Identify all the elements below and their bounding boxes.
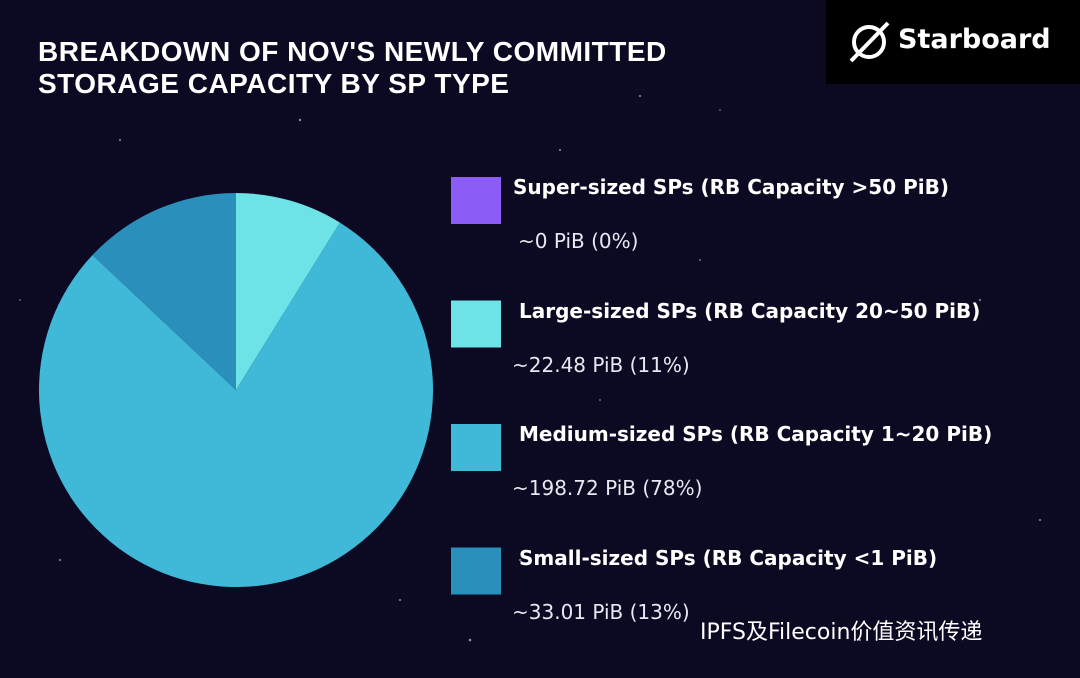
- legend-swatch: [451, 547, 501, 595]
- value-label: ~33.01 PiB (13%): [512, 599, 690, 624]
- legend-swatch: [451, 177, 501, 224]
- chart-title: BREAKDOWN OF NOV'S NEWLY COMMITTED STORA…: [38, 36, 667, 99]
- legend-swatch: [451, 300, 501, 348]
- value-label: ~22.48 PiB (11%): [512, 352, 690, 377]
- pie-slice: [39, 222, 433, 587]
- value-label: ~0 PiB (0%): [518, 229, 639, 253]
- legend-label: Medium-sized SPs (RB Capacity 1~20 PiB): [519, 422, 993, 446]
- brand-icon: [849, 21, 890, 63]
- pie-slice: [236, 193, 340, 390]
- legend-swatch: [451, 424, 501, 471]
- pie-slice: [92, 193, 236, 390]
- brand: Starboard: [898, 24, 1051, 55]
- legend-label: Small-sized SPs (RB Capacity <1 PiB): [519, 545, 938, 570]
- legend-label: Super-sized SPs (RB Capacity >50 PiB): [513, 175, 949, 199]
- watermark: IPFS及Filecoin价值资讯传递: [700, 620, 983, 645]
- legend-label: Large-sized SPs (RB Capacity 20~50 PiB): [519, 298, 981, 323]
- value-label: ~198.72 PiB (78%): [512, 476, 703, 500]
- stars: [19, 95, 1041, 642]
